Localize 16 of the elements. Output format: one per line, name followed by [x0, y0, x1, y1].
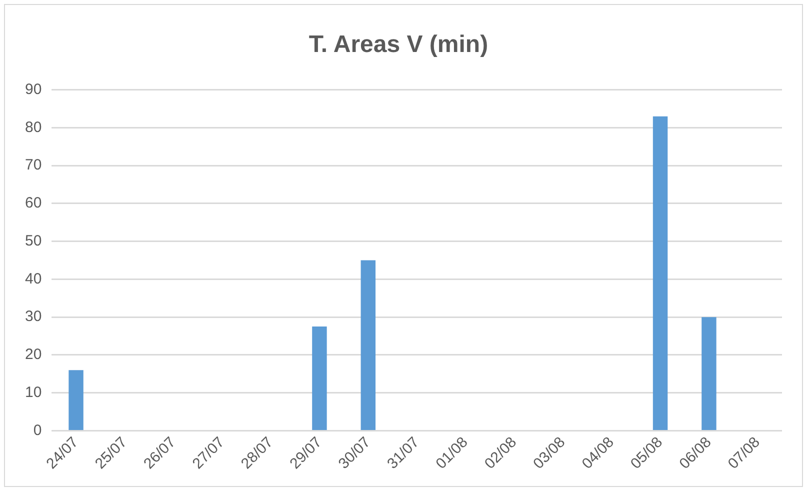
y-tick-label: 50 [24, 232, 42, 250]
bar [652, 116, 668, 430]
bar [68, 370, 84, 430]
bar [312, 326, 327, 430]
y-tick-label: 80 [24, 118, 42, 136]
y-tick-label: 60 [24, 194, 42, 212]
y-tick-label: 20 [24, 346, 42, 364]
bar [702, 317, 716, 430]
y-tick-label: 90 [24, 80, 42, 98]
y-tick-label: 30 [24, 308, 42, 326]
y-tick-label: 70 [24, 156, 42, 174]
y-tick-label: 0 [33, 422, 42, 439]
chart-title: T. Areas V (min) [308, 31, 488, 58]
y-tick-label: 40 [24, 270, 42, 288]
y-tick-label: 10 [24, 384, 42, 401]
bar [360, 260, 376, 430]
